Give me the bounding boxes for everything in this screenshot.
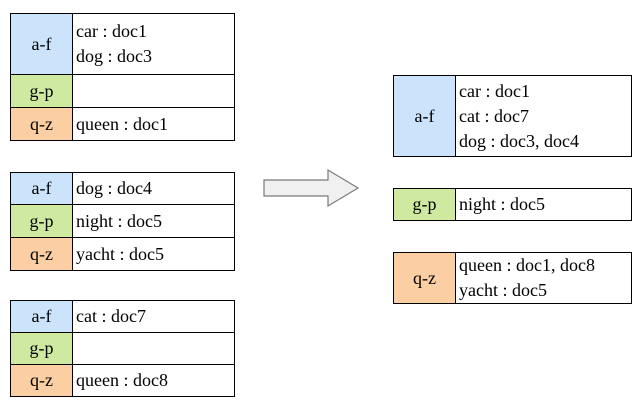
partition-table-2: a-f dog : doc4 g-p night : doc5 q-z yach…: [10, 172, 235, 271]
entries-cell: car : doc1 cat : doc7 dog : doc3, doc4: [455, 75, 632, 157]
entry: night : doc5: [76, 210, 162, 231]
partition-row: q-z queen : doc1: [10, 107, 235, 141]
entry: cat : doc7: [459, 105, 529, 126]
entry: queen : doc1, doc8: [459, 255, 595, 275]
entry: queen : doc8: [76, 370, 168, 390]
range-key-cell: q-z: [10, 107, 73, 141]
range-key-cell: q-z: [393, 252, 456, 304]
partition-row: a-f cat : doc7: [10, 300, 235, 333]
entries-cell: night : doc5: [72, 204, 235, 238]
entries-cell: car : doc1 dog : doc3: [72, 13, 235, 75]
entries-cell: queen : doc8: [72, 364, 235, 397]
entries-cell: [72, 74, 235, 108]
partition-row: g-p: [10, 74, 235, 108]
partition-row: q-z queen : doc8: [10, 364, 235, 397]
range-key-cell: g-p: [10, 332, 73, 365]
merged-table-a-f: a-f car : doc1 cat : doc7 dog : doc3, do…: [393, 75, 632, 157]
partition-row: g-p: [10, 332, 235, 365]
entries-cell: dog : doc4: [72, 172, 235, 205]
partition-table-1: a-f car : doc1 dog : doc3 g-p q-z queen …: [10, 13, 235, 141]
entry: queen : doc1: [76, 113, 168, 134]
entry: dog : doc4: [76, 178, 152, 198]
range-key-cell: a-f: [10, 13, 73, 75]
entries-cell: night : doc5: [455, 188, 632, 221]
partition-table-3: a-f cat : doc7 g-p q-z queen : doc8: [10, 300, 235, 397]
entries-cell: yacht : doc5: [72, 237, 235, 271]
merged-table-q-z: q-z queen : doc1, doc8 yacht : doc5: [393, 252, 632, 304]
partition-row: g-p night : doc5: [10, 204, 235, 238]
range-key-cell: g-p: [10, 74, 73, 108]
range-key-cell: g-p: [393, 188, 456, 221]
range-key-cell: q-z: [10, 237, 73, 271]
merged-row: q-z queen : doc1, doc8 yacht : doc5: [393, 252, 632, 304]
entries-cell: cat : doc7: [72, 300, 235, 333]
entry: yacht : doc5: [76, 243, 164, 264]
partition-row: a-f car : doc1 dog : doc3: [10, 13, 235, 75]
merged-table-g-p: g-p night : doc5: [393, 188, 632, 221]
entries-cell: queen : doc1: [72, 107, 235, 141]
merge-arrow-icon: [263, 168, 360, 208]
entry: night : doc5: [459, 194, 545, 214]
entry: dog : doc3, doc4: [459, 130, 579, 151]
range-key-cell: a-f: [393, 75, 456, 157]
arrow-shape: [263, 168, 360, 208]
partition-row: a-f dog : doc4: [10, 172, 235, 205]
entries-cell: [72, 332, 235, 365]
partition-row: q-z yacht : doc5: [10, 237, 235, 271]
entry: dog : doc3: [76, 46, 152, 66]
range-key-cell: g-p: [10, 204, 73, 238]
range-key-cell: q-z: [10, 364, 73, 397]
range-key-cell: a-f: [10, 172, 73, 205]
range-key-cell: a-f: [10, 300, 73, 333]
merged-row: a-f car : doc1 cat : doc7 dog : doc3, do…: [393, 75, 632, 157]
entry: car : doc1: [76, 21, 147, 41]
merged-row: g-p night : doc5: [393, 188, 632, 221]
entry: cat : doc7: [76, 306, 146, 326]
entries-cell: queen : doc1, doc8 yacht : doc5: [455, 252, 632, 304]
entry: yacht : doc5: [459, 280, 547, 300]
entry: car : doc1: [459, 80, 530, 101]
